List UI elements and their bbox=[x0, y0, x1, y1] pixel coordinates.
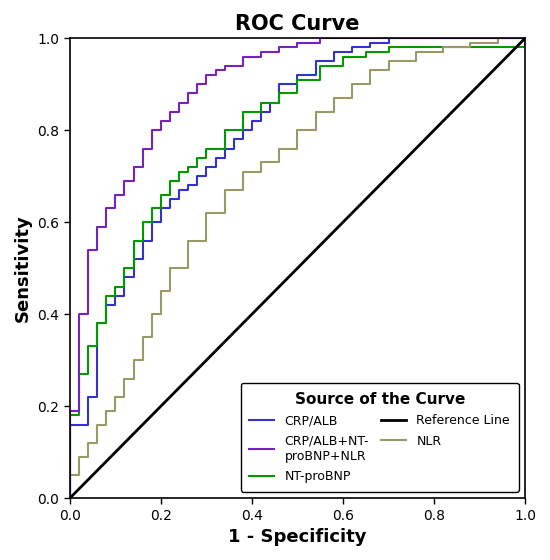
Title: ROC Curve: ROC Curve bbox=[235, 14, 360, 34]
Y-axis label: Sensitivity: Sensitivity bbox=[14, 214, 32, 322]
Legend: CRP/ALB, CRP/ALB+NT-
proBNP+NLR, NT-proBNP, Reference Line, NLR: CRP/ALB, CRP/ALB+NT- proBNP+NLR, NT-proB… bbox=[241, 383, 519, 492]
X-axis label: 1 - Specificity: 1 - Specificity bbox=[228, 528, 367, 546]
